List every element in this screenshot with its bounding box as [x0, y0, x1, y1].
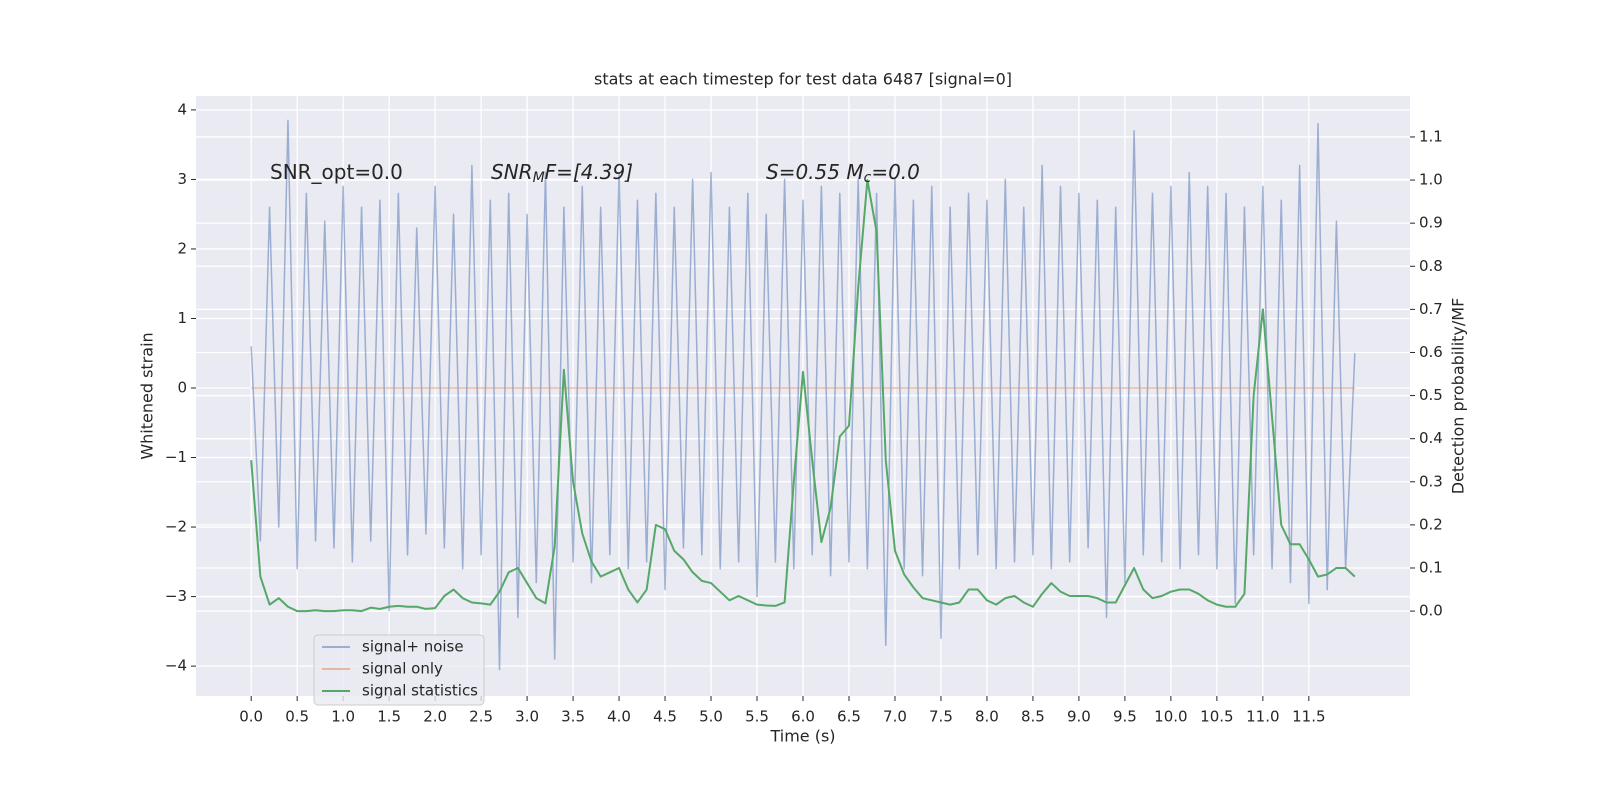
annotation-part: =0.0 [871, 160, 920, 184]
x-tick-label: 2.5 [469, 708, 493, 726]
x-tick-label: 4.0 [607, 708, 631, 726]
x-tick-label: 11.0 [1246, 708, 1279, 726]
y-tick-label: −4 [165, 657, 187, 675]
y-tick-label: 1 [177, 309, 187, 327]
y2-tick-label: 0.9 [1419, 214, 1443, 232]
x-tick-label: 2.0 [423, 708, 447, 726]
y2-axis-label: Detection probability/MF [1449, 298, 1468, 495]
x-tick-label: 3.5 [561, 708, 585, 726]
y2-tick-label: 0.1 [1419, 558, 1443, 576]
x-tick-label: 10.5 [1200, 708, 1233, 726]
marks [250, 119, 1356, 671]
y-tick-label: 4 [177, 100, 187, 118]
x-tick-label: 5.0 [699, 708, 723, 726]
legend-box [313, 634, 485, 706]
x-tick-label: 1.0 [331, 708, 355, 726]
annotation: SNR_opt=0.0 [270, 160, 403, 184]
x-tick-label: 0.5 [285, 708, 309, 726]
series-line [250, 119, 1356, 671]
x-axis-label: Time (s) [769, 727, 835, 746]
y-tick-label: −2 [165, 518, 187, 536]
x-tick-label: 3.0 [515, 708, 539, 726]
x-tick-label: 9.5 [1113, 708, 1137, 726]
x-tick-label: 4.5 [653, 708, 677, 726]
annotation-part: M [533, 170, 545, 186]
y-tick-label: −1 [165, 448, 187, 466]
x-tick-label: 9.0 [1067, 708, 1091, 726]
x-tick-label: 8.5 [1021, 708, 1045, 726]
x-tick-label: 1.5 [377, 708, 401, 726]
x-tick-label: 8.0 [975, 708, 999, 726]
labels: 0.0 0.5 1.0 1.5 2.0 2.5 3.0 3.5 4.0 4.5 5.0 5.5 6.0 6… [165, 100, 1443, 725]
x-tick-label: 7.0 [883, 708, 907, 726]
chart-title: stats at each timestep for test data 648… [594, 70, 1012, 89]
y-tick-label: 2 [177, 239, 187, 257]
y2-tick-label: 0.4 [1419, 429, 1443, 447]
annotation: SNRMF=[4.39] [491, 160, 633, 187]
y2-tick-label: 0.2 [1419, 515, 1443, 533]
y2-tick-label: 0.3 [1419, 472, 1443, 490]
annotation: S=0.55 Mc=0.0 [766, 160, 920, 187]
x-tick-label: 10.0 [1154, 708, 1187, 726]
annotation-part: S=0.55 M [766, 160, 864, 184]
y-tick-label: −3 [165, 587, 187, 605]
legend-label: signal statistics [362, 682, 478, 700]
x-tick-label: 7.5 [929, 708, 953, 726]
annotation-part: F=[4.39] [545, 160, 633, 184]
y2-tick-label: 1.0 [1419, 171, 1443, 189]
y2-tick-label: 0.5 [1419, 386, 1443, 404]
legend-label: signal+ noise [362, 638, 464, 656]
series-line [250, 179, 1356, 613]
annotation-part: SNR [491, 160, 533, 184]
legend: signal+ noise signal only signal statistic… [313, 634, 485, 706]
x-tick-label: 11.5 [1292, 708, 1325, 726]
y2-tick-label: 0.8 [1419, 257, 1443, 275]
x-tick-label: 0.0 [239, 708, 263, 726]
y2-tick-label: 1.1 [1419, 127, 1443, 145]
annotation-part: c [864, 170, 872, 186]
annotation-part: SNR_opt=0.0 [270, 160, 403, 184]
y-axis-label: Whitened strain [138, 332, 157, 459]
legend-label: signal only [362, 660, 443, 678]
y-tick-label: 3 [177, 170, 187, 188]
x-tick-label: 5.5 [745, 708, 769, 726]
x-tick-label: 6.0 [791, 708, 815, 726]
y2-tick-label: 0.7 [1419, 300, 1443, 318]
x-tick-label: 6.5 [837, 708, 861, 726]
y2-tick-label: 0.0 [1419, 602, 1443, 620]
y2-tick-label: 0.6 [1419, 343, 1443, 361]
y-tick-label: 0 [177, 379, 187, 397]
